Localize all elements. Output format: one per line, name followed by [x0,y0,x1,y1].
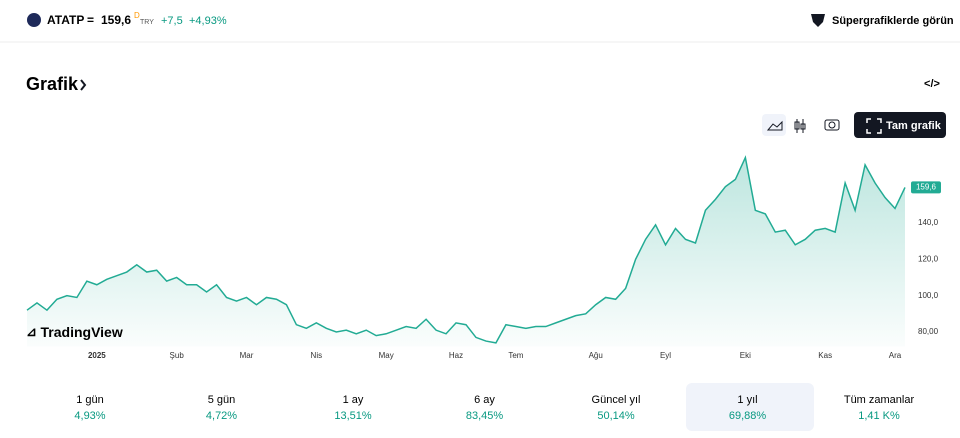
super-link[interactable]: Süpergrafiklerde görün [832,15,954,27]
period-label[interactable]: 1 gün [76,394,104,406]
period-label[interactable]: Güncel yıl [592,394,641,406]
period-label[interactable]: 6 ay [474,394,495,406]
super-icon [811,14,825,27]
period-change: 83,45% [466,410,504,422]
change: +7,5 [161,15,183,27]
period-change: 69,88% [729,410,767,422]
brand-name: TradingView [41,324,123,340]
period-active-bg [686,383,814,431]
flag: D [134,11,140,20]
y-tick-label: 80,00 [918,327,939,336]
period-label[interactable]: 5 gün [208,394,236,406]
x-tick-label: Mar [240,351,254,360]
y-tick-label: 120,0 [918,254,939,263]
expand-icon [866,118,882,134]
period-change: 50,14% [597,410,635,422]
x-tick-label: Nis [311,351,323,360]
last-price-label: 159,6 [916,182,937,191]
x-tick-label: Ara [889,351,902,360]
x-tick-label: Şub [170,351,185,360]
x-tick-label: Haz [449,351,463,360]
candle-icon[interactable] [794,119,806,133]
camera-icon[interactable] [824,119,840,131]
period-change: 4,93% [74,410,105,422]
period-change: 4,72% [206,410,237,422]
y-tick-label: 140,0 [918,218,939,227]
x-tick-label: Ağu [589,351,603,360]
price-line [26,155,906,344]
last-price-badge [911,181,941,194]
equals: = [87,13,94,27]
period-change: 1,41 K% [858,410,900,422]
x-tick-label: 2025 [88,351,106,360]
line-icon [766,120,783,131]
period-label[interactable]: Tüm zamanlar [844,394,915,406]
y-tick-label: 100,0 [918,291,939,300]
area [27,157,905,347]
full-chart-label: Tam grafik [886,120,942,132]
brand: ⊿ TradingView [26,324,123,340]
period-label[interactable]: 1 ay [343,394,364,406]
symbol: ATATP [47,13,84,27]
x-tick-label: May [379,351,394,360]
period-change: 13,51% [334,410,372,422]
chevron [80,79,87,91]
x-tick-label: Eyl [660,351,671,360]
period-label[interactable]: 1 yıl [737,394,757,406]
x-tick-label: Kas [818,351,832,360]
price: 159,6 [101,13,131,27]
embed-icon[interactable]: </> [924,78,940,90]
symbol-logo [27,13,41,27]
section-title[interactable]: Grafik [26,74,79,94]
camera-lens [828,121,836,129]
x-tick-label: Eki [740,351,751,360]
x-tick-label: Tem [508,351,523,360]
currency: TRY [140,19,154,26]
change-pct: +4,93% [189,15,227,27]
